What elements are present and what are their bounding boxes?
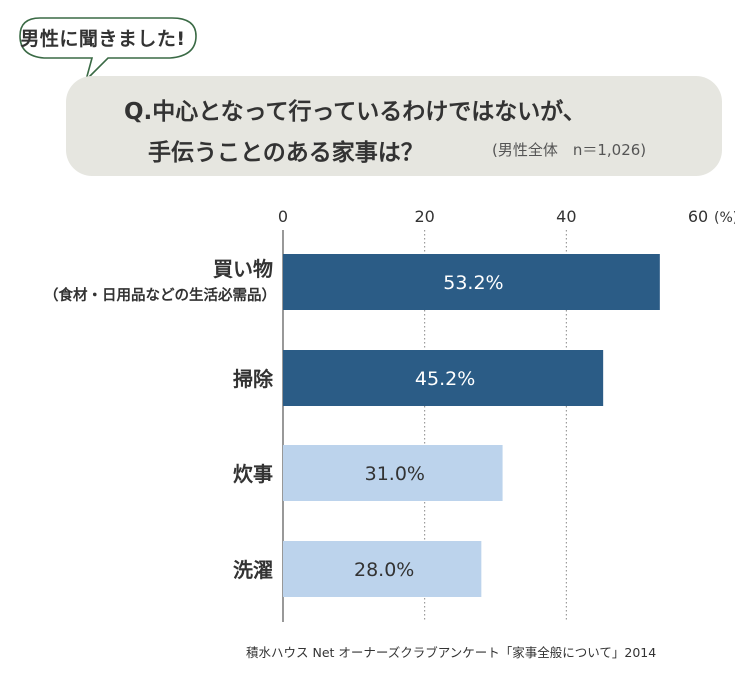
- bar-value-label: 53.2%: [443, 272, 503, 294]
- bubble-label: 男性に聞きました!: [20, 28, 186, 50]
- question-line-1: Q.中心となって行っているわけではないが、: [124, 99, 586, 125]
- bar: [283, 350, 604, 406]
- x-tick-label: 0: [278, 207, 288, 226]
- x-unit-label: (%): [714, 210, 735, 226]
- question-line-2: 手伝うことのある家事は？: [148, 140, 424, 166]
- x-tick-label: 60: [688, 207, 708, 226]
- sample-note: (男性全体 n＝1,026): [492, 141, 647, 159]
- source-note: 積水ハウス Net オーナーズクラブアンケート「家事全般について」2014: [246, 645, 657, 660]
- bar: [283, 254, 660, 310]
- category-label: 買い物: [213, 257, 273, 281]
- bar-value-label: 28.0%: [354, 559, 414, 581]
- bar: [283, 445, 503, 501]
- bar-value-label: 45.2%: [415, 368, 475, 390]
- question-box: [66, 76, 722, 176]
- category-label: 掃除: [233, 367, 274, 391]
- bar: [283, 541, 482, 597]
- category-label: 炊事: [233, 462, 273, 486]
- x-tick-label: 40: [556, 207, 576, 226]
- bar-value-label: 31.0%: [365, 463, 425, 485]
- category-sublabel: （食材・日用品などの生活必需品）: [44, 286, 276, 304]
- speech-bubble: [19, 17, 197, 83]
- category-label: 洗濯: [233, 558, 273, 582]
- x-tick-label: 20: [414, 207, 434, 226]
